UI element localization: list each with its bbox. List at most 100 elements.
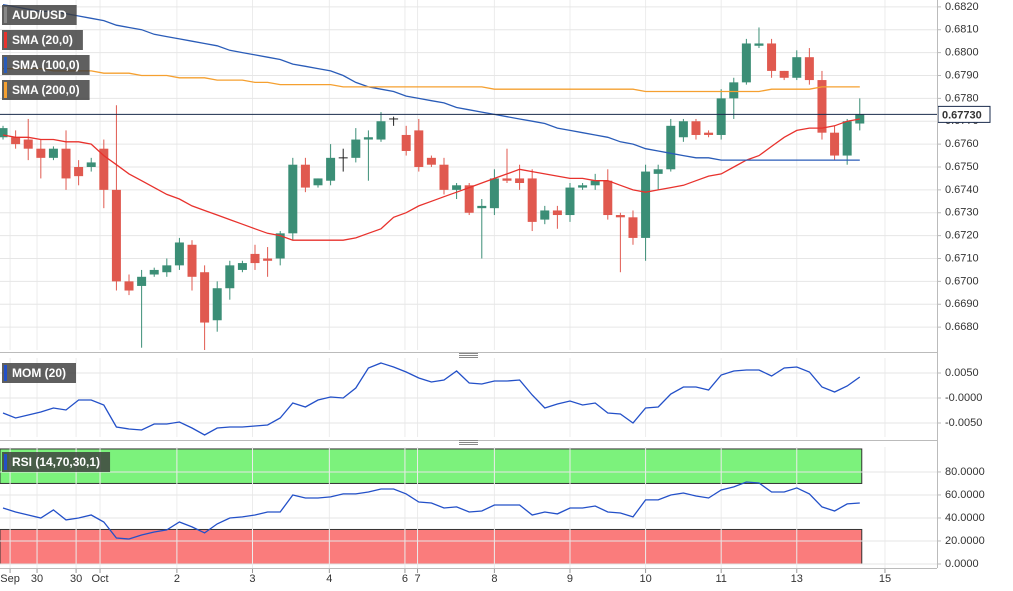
candle-body bbox=[275, 233, 285, 259]
candle-body bbox=[678, 121, 688, 138]
candle-body bbox=[515, 178, 525, 184]
legend-item: MOM (20) bbox=[2, 363, 76, 383]
x-tick-label: 7 bbox=[414, 573, 420, 585]
resize-handle[interactable] bbox=[459, 353, 478, 358]
candle-body bbox=[489, 178, 499, 209]
candle-body bbox=[754, 43, 764, 46]
candle-body bbox=[99, 148, 109, 190]
candle-body bbox=[552, 210, 562, 216]
candle-body bbox=[300, 164, 310, 188]
candle-body bbox=[86, 162, 96, 167]
candle-body bbox=[452, 185, 462, 190]
frame bbox=[0, 0, 938, 569]
series-line bbox=[3, 67, 860, 93]
candle-body bbox=[225, 265, 235, 289]
candle-body bbox=[162, 265, 172, 273]
candle-body bbox=[61, 148, 71, 179]
candle-body bbox=[414, 130, 424, 167]
candle-body bbox=[263, 258, 273, 261]
candle-body bbox=[288, 164, 298, 234]
bands-layer bbox=[0, 448, 863, 565]
x-tick-label: 11 bbox=[715, 573, 726, 585]
band bbox=[0, 528, 863, 565]
candle-body bbox=[0, 128, 8, 138]
x-tick-label: Oct bbox=[91, 573, 108, 585]
candle-body bbox=[641, 171, 651, 238]
candle-body bbox=[653, 169, 663, 174]
candle-body bbox=[23, 139, 33, 149]
marks-layer bbox=[0, 3, 937, 540]
x-tick-label: 3 bbox=[249, 573, 255, 585]
candle-body bbox=[212, 288, 222, 321]
y-tick-label: 0.6710 bbox=[945, 252, 979, 264]
y-tick-label: 0.6740 bbox=[945, 184, 979, 196]
legend-item: SMA (100,0) bbox=[2, 55, 90, 75]
x-tick-label: 4 bbox=[326, 573, 332, 585]
legend-box bbox=[2, 80, 90, 100]
legend-label: SMA (100,0) bbox=[12, 58, 80, 72]
series-line bbox=[2, 362, 861, 436]
y-tick-label: 0.0050 bbox=[945, 367, 979, 379]
candle-body bbox=[691, 121, 701, 135]
legend-swatch bbox=[4, 57, 7, 73]
candle-body bbox=[540, 210, 550, 220]
y-tick-label: 60.0000 bbox=[945, 489, 985, 501]
candle-body bbox=[237, 263, 247, 270]
x-tick-label: Sep bbox=[0, 573, 20, 585]
candle-body bbox=[200, 272, 210, 323]
candle-body bbox=[729, 82, 739, 99]
x-tick-label: 30 bbox=[70, 573, 82, 585]
y-tick-label: 0.6730 bbox=[945, 207, 979, 219]
candle-body bbox=[137, 276, 147, 286]
legend-box bbox=[2, 30, 83, 50]
candle-body bbox=[628, 217, 638, 238]
y-tick-label: 0.6780 bbox=[945, 92, 979, 104]
candle-body bbox=[338, 157, 348, 159]
x-tick-label: 9 bbox=[567, 573, 573, 585]
x-tick-label: 6 bbox=[402, 573, 408, 585]
y-tick-label: 0.6810 bbox=[945, 24, 979, 36]
candle-body bbox=[804, 57, 814, 81]
candle-body bbox=[792, 57, 802, 78]
candle-body bbox=[767, 43, 777, 71]
candle-body bbox=[426, 157, 436, 165]
y-tick-label: 20.0000 bbox=[945, 535, 985, 547]
candle-body bbox=[439, 164, 449, 190]
resize-handle[interactable] bbox=[459, 440, 478, 445]
y-tick-label: 80.0000 bbox=[945, 466, 985, 478]
y-tick-label: 0.6750 bbox=[945, 161, 979, 173]
legend-label: RSI (14,70,30,1) bbox=[12, 455, 100, 469]
y-tick-label: -0.0050 bbox=[945, 417, 982, 429]
candle-body bbox=[716, 98, 726, 135]
legend-swatch bbox=[4, 454, 7, 470]
candle-body bbox=[174, 242, 184, 266]
candle-body bbox=[351, 139, 361, 158]
candle-body bbox=[741, 43, 751, 83]
x-tick-label: 30 bbox=[31, 573, 43, 585]
candle-body bbox=[830, 132, 840, 156]
y-tick-label: 40.0000 bbox=[945, 512, 985, 524]
legend-swatch bbox=[4, 82, 7, 98]
x-tick-label: 2 bbox=[174, 573, 180, 585]
candle-body bbox=[11, 137, 21, 145]
y-tick-label: 0.6700 bbox=[945, 275, 979, 287]
candle-body bbox=[250, 253, 260, 264]
candle-body bbox=[842, 121, 852, 156]
candle-body bbox=[313, 178, 323, 186]
y-tick-label: 0.6720 bbox=[945, 230, 979, 242]
y-tick-label: 0.6690 bbox=[945, 298, 979, 310]
legend-label: SMA (20,0) bbox=[12, 33, 73, 47]
candle-body bbox=[111, 189, 121, 282]
series-line bbox=[2, 118, 860, 241]
candle-body bbox=[590, 180, 600, 186]
candle-body bbox=[464, 185, 474, 213]
candle-body bbox=[389, 118, 399, 120]
candle-body bbox=[36, 148, 46, 158]
legend-label: MOM (20) bbox=[12, 366, 66, 380]
series-line bbox=[2, 481, 860, 540]
candle-body bbox=[326, 157, 336, 181]
candle-body bbox=[666, 125, 676, 170]
y-tick-label: 0.6790 bbox=[945, 69, 979, 81]
